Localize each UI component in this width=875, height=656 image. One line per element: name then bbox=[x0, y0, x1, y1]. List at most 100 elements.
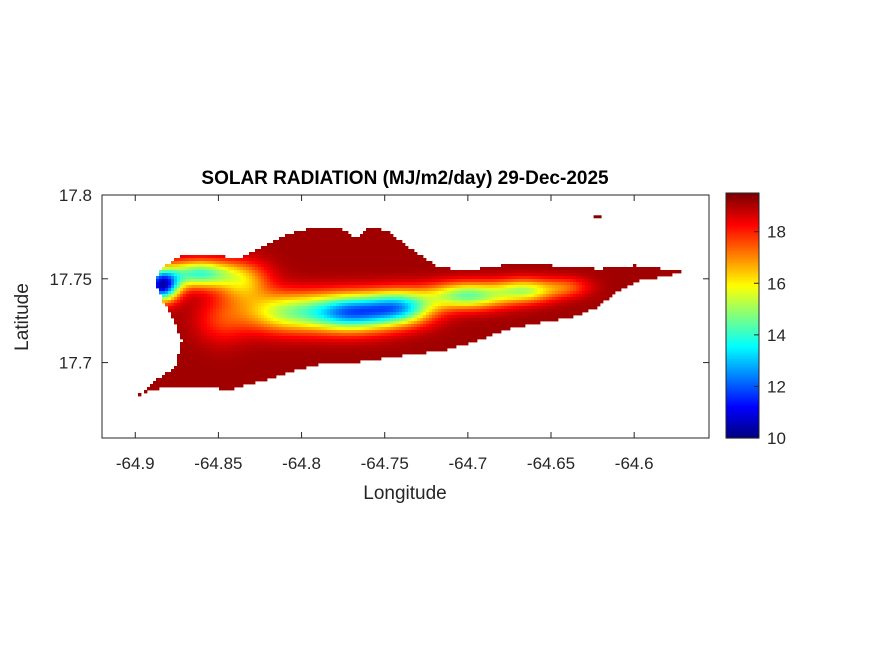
heat-cell bbox=[453, 270, 457, 274]
heat-cell bbox=[258, 324, 262, 328]
plot-area bbox=[102, 195, 709, 438]
heat-cell bbox=[345, 276, 349, 280]
heat-cell bbox=[225, 327, 229, 331]
heat-cell bbox=[498, 303, 502, 307]
heat-cell bbox=[342, 243, 346, 247]
heat-cell bbox=[390, 270, 394, 274]
heat-cell bbox=[369, 267, 373, 271]
heat-cell bbox=[528, 276, 532, 280]
heat-cell bbox=[237, 321, 241, 325]
heat-cell bbox=[351, 339, 355, 343]
heat-cell bbox=[450, 270, 454, 274]
heat-cell bbox=[291, 258, 295, 262]
heat-cell bbox=[435, 270, 439, 274]
heat-cell bbox=[306, 291, 310, 295]
heat-cell bbox=[411, 294, 415, 298]
heat-cell bbox=[531, 318, 535, 322]
heat-cell bbox=[459, 288, 463, 292]
heat-cell bbox=[288, 369, 292, 373]
heat-cell bbox=[234, 312, 238, 316]
heat-cell bbox=[609, 267, 613, 271]
heat-cell bbox=[234, 336, 238, 340]
heat-cell bbox=[270, 348, 274, 352]
heat-cell bbox=[561, 288, 565, 292]
heat-cell bbox=[216, 351, 220, 355]
heat-cell bbox=[285, 354, 289, 358]
heat-cell bbox=[198, 312, 202, 316]
heat-cell bbox=[414, 300, 418, 304]
heat-cell bbox=[291, 354, 295, 358]
heat-cell bbox=[411, 327, 415, 331]
heat-cell bbox=[285, 249, 289, 253]
heat-cell bbox=[282, 300, 286, 304]
heat-cell bbox=[186, 258, 190, 262]
heat-cell bbox=[600, 294, 604, 298]
heat-cell bbox=[243, 303, 247, 307]
heat-cell bbox=[363, 345, 367, 349]
heat-cell bbox=[216, 360, 220, 364]
heat-cell bbox=[387, 246, 391, 250]
heat-cell bbox=[207, 381, 211, 385]
heat-cell bbox=[543, 306, 547, 310]
heat-cell bbox=[354, 312, 358, 316]
heat-cell bbox=[411, 285, 415, 289]
heat-cell bbox=[372, 351, 376, 355]
heat-cell bbox=[387, 315, 391, 319]
heat-cell bbox=[300, 342, 304, 346]
heat-cell bbox=[513, 264, 517, 268]
heat-cell bbox=[186, 330, 190, 334]
heat-cell bbox=[192, 255, 196, 259]
heat-cell bbox=[303, 327, 307, 331]
heat-cell bbox=[573, 282, 577, 286]
heat-cell bbox=[564, 285, 568, 289]
heat-cell bbox=[180, 363, 184, 367]
heat-cell bbox=[459, 312, 463, 316]
heat-cell bbox=[408, 330, 412, 334]
heat-cell bbox=[246, 270, 250, 274]
heat-cell bbox=[312, 354, 316, 358]
heat-cell bbox=[267, 327, 271, 331]
heat-cell bbox=[324, 321, 328, 325]
heat-cell bbox=[345, 306, 349, 310]
heat-cell bbox=[207, 342, 211, 346]
heat-cell bbox=[279, 309, 283, 313]
heat-cell bbox=[405, 315, 409, 319]
heat-cell bbox=[447, 345, 451, 349]
heat-cell bbox=[321, 360, 325, 364]
heat-cell bbox=[309, 327, 313, 331]
heat-cell bbox=[282, 345, 286, 349]
heat-cell bbox=[198, 342, 202, 346]
heat-cell bbox=[459, 315, 463, 319]
heat-cell bbox=[303, 354, 307, 358]
heat-cell bbox=[477, 285, 481, 289]
heat-cell bbox=[237, 330, 241, 334]
heat-cell bbox=[282, 318, 286, 322]
heat-cell bbox=[273, 270, 277, 274]
heat-cell bbox=[267, 375, 271, 379]
heat-cell bbox=[279, 369, 283, 373]
heat-cell bbox=[378, 282, 382, 286]
heat-cell bbox=[480, 321, 484, 325]
heat-cell bbox=[303, 288, 307, 292]
heat-cell bbox=[312, 339, 316, 343]
heat-cell bbox=[210, 321, 214, 325]
heat-cell bbox=[318, 270, 322, 274]
heat-cell bbox=[186, 255, 190, 259]
heat-cell bbox=[267, 351, 271, 355]
heat-cell bbox=[552, 303, 556, 307]
heat-cell bbox=[198, 330, 202, 334]
heat-cell bbox=[363, 330, 367, 334]
heat-cell bbox=[543, 267, 547, 271]
heat-cell bbox=[282, 324, 286, 328]
heat-cell bbox=[402, 249, 406, 253]
heat-cell bbox=[234, 270, 238, 274]
heat-cell bbox=[216, 348, 220, 352]
heat-cell bbox=[237, 261, 241, 265]
heat-cell bbox=[429, 327, 433, 331]
heat-cell bbox=[294, 333, 298, 337]
heat-cell bbox=[174, 312, 178, 316]
heat-cell bbox=[342, 351, 346, 355]
heat-cell bbox=[237, 303, 241, 307]
heat-cell bbox=[411, 318, 415, 322]
heat-cell bbox=[567, 276, 571, 280]
